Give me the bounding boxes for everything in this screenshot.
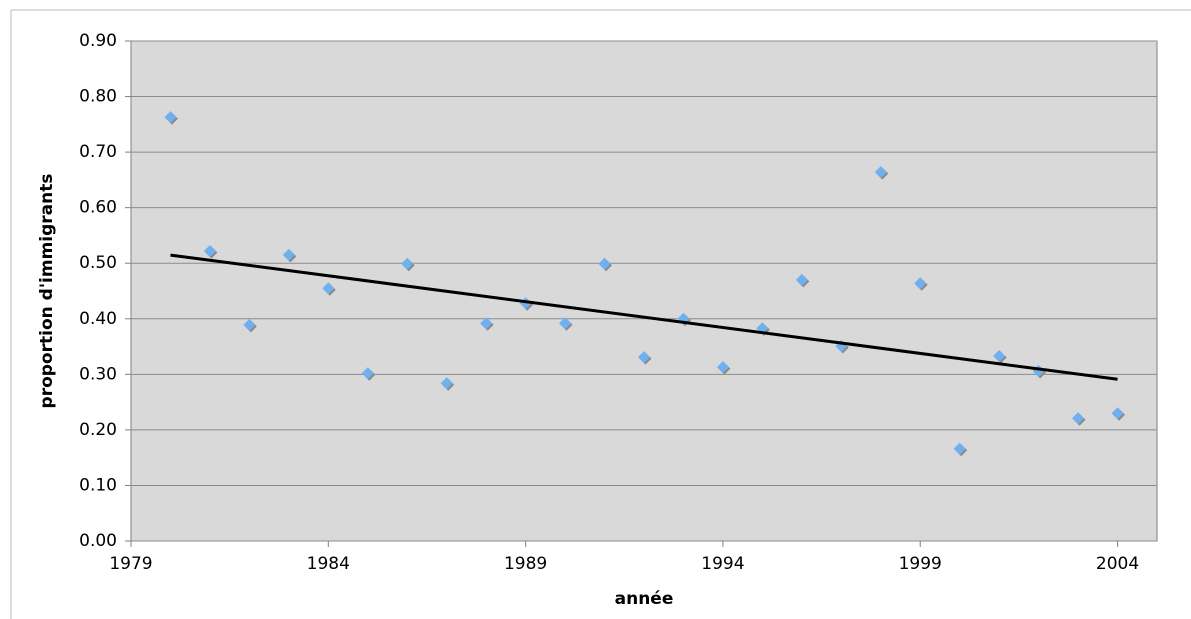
x-axis-label: année [615,589,674,609]
y-axis-label: proportion d'immigrants [37,174,57,409]
x-tick-label: 1999 [899,554,942,574]
point [559,317,572,330]
y-tick-label: 0.00 [79,531,117,551]
x-tick-label: 1989 [504,554,547,574]
point [361,367,374,380]
y-tick-label: 0.50 [79,253,117,273]
y-tick-label: 0.80 [79,87,117,107]
trend-line [170,253,1118,381]
point [322,282,335,295]
point [598,257,611,270]
point [480,317,493,330]
point [203,245,216,257]
x-tick-label: 1984 [307,554,350,574]
point [993,350,1006,362]
y-tick-label: 0.30 [79,364,117,384]
point [282,248,295,261]
plot-area [130,40,1158,542]
y-tick-label: 0.90 [79,31,117,51]
x-tick-label: 2004 [1096,554,1139,574]
y-tick-label: 0.70 [79,142,117,162]
point [164,111,177,124]
point [795,273,808,286]
y-tick-label: 0.10 [79,475,117,495]
point [243,318,256,331]
point [1072,412,1085,425]
y-tick-label: 0.20 [79,420,117,440]
x-tick-label: 1994 [701,554,744,574]
point [401,257,414,270]
point [638,351,650,364]
point [1111,407,1124,420]
point [914,277,927,290]
point [874,166,887,179]
x-tick-label: 1979 [109,554,152,574]
point [716,361,729,374]
point [953,442,966,455]
point [440,377,453,390]
y-tick-label: 0.40 [79,309,117,329]
y-tick-label: 0.60 [79,198,117,218]
